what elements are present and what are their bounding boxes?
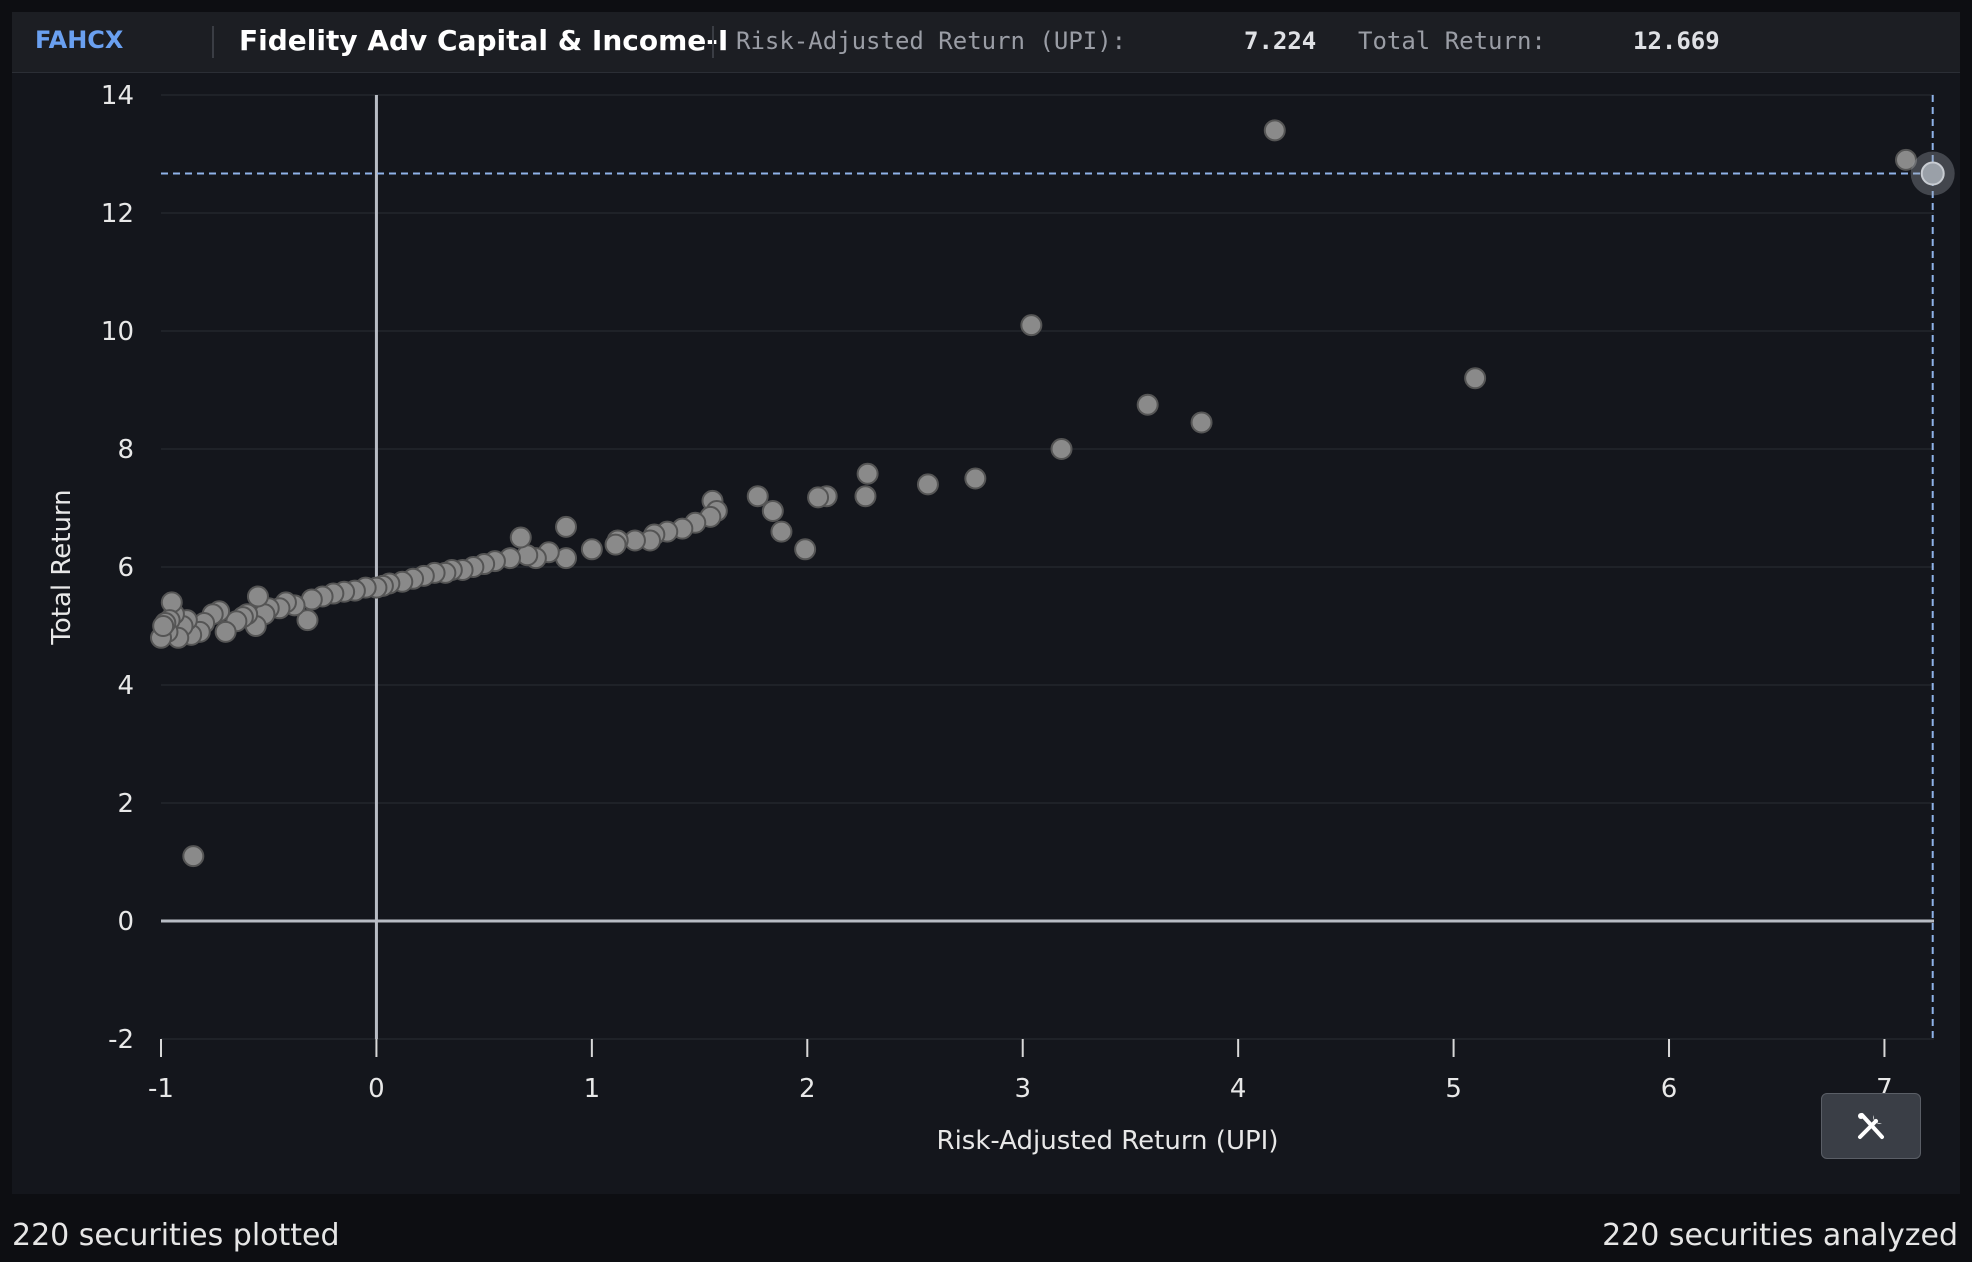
data-point: [746, 485, 769, 508]
data-point: [555, 515, 578, 538]
header-bar: FAHCX Fidelity Adv Capital & Income-I Ri…: [12, 12, 1960, 73]
data-point: [964, 467, 987, 490]
total-return-label: Total Return:: [1358, 27, 1546, 55]
data-point: [1464, 367, 1487, 390]
header-divider: [212, 26, 214, 58]
data-point: [296, 609, 319, 632]
x-tick-label: 3: [1014, 1074, 1031, 1104]
data-point: [1190, 411, 1213, 434]
data-point: [1050, 438, 1073, 460]
wrench-screwdriver-icon: [1858, 1113, 1884, 1139]
data-point: [1263, 119, 1286, 142]
x-tick-label: 4: [1230, 1074, 1247, 1104]
axes: [160, 95, 1934, 1057]
data-point: [794, 538, 817, 561]
fund-name: Fidelity Adv Capital & Income-I: [239, 24, 729, 57]
y-tick-label: 6: [117, 553, 134, 583]
y-axis-title: Total Return: [47, 489, 77, 645]
data-point: [182, 845, 205, 868]
data-point: [1136, 393, 1159, 416]
reference-lines: [161, 95, 1934, 1039]
data-point: [761, 499, 784, 522]
y-tick-label: 0: [117, 907, 134, 937]
y-tick-label: -2: [108, 1025, 134, 1055]
y-tick-label: 14: [101, 81, 134, 111]
data-points: [150, 119, 1955, 868]
data-point: [152, 615, 175, 637]
x-tick-label: 2: [799, 1074, 816, 1104]
data-point: [854, 485, 877, 508]
data-point: [770, 520, 793, 543]
data-point: [856, 462, 879, 485]
header-divider: [712, 26, 714, 58]
data-point: [807, 486, 830, 509]
grid-lines: [161, 94, 1934, 1040]
upi-label: Risk-Adjusted Return (UPI):: [736, 27, 1127, 55]
data-point: [1894, 148, 1917, 171]
x-tick-label: 5: [1445, 1074, 1462, 1104]
data-point: [604, 533, 627, 556]
ticker-symbol: FAHCX: [35, 26, 124, 54]
upi-value: 7.224: [1244, 27, 1317, 55]
data-point: [1020, 314, 1043, 337]
data-point: [580, 538, 603, 561]
data-point: [246, 585, 269, 608]
securities-plotted: 220 securities plotted: [12, 1218, 340, 1253]
chart-panel: FAHCX Fidelity Adv Capital & Income-I Ri…: [12, 12, 1960, 1194]
y-tick-label: 12: [101, 199, 134, 229]
data-point: [214, 620, 237, 643]
x-tick-label: 6: [1661, 1074, 1678, 1104]
y-tick-label: 4: [117, 671, 134, 701]
highlight-point: [1920, 161, 1945, 186]
securities-analyzed: 220 securities analyzed: [1602, 1218, 1958, 1253]
y-tick-label: 10: [101, 317, 134, 347]
tools-button[interactable]: [1821, 1093, 1921, 1159]
total-return-value: 12.669: [1633, 27, 1720, 55]
x-tick-label: 1: [584, 1074, 601, 1104]
x-tick-label: 0: [368, 1074, 385, 1104]
data-point: [509, 526, 532, 549]
data-point: [916, 473, 939, 496]
x-tick-label: -1: [148, 1074, 174, 1104]
y-tick-label: 8: [117, 435, 134, 465]
x-axis-title: Risk-Adjusted Return (UPI): [937, 1126, 1279, 1156]
y-tick-label: 2: [117, 789, 134, 819]
